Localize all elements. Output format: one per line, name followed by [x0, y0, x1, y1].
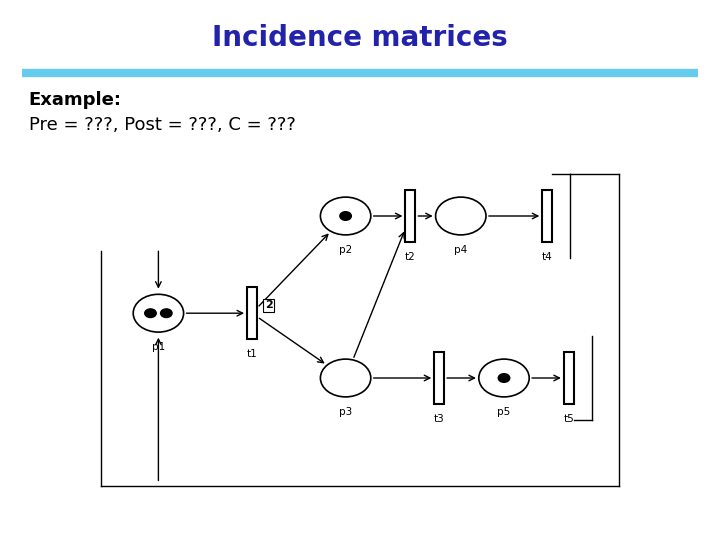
- Text: Example:: Example:: [29, 91, 122, 109]
- Text: p2: p2: [339, 245, 352, 255]
- Text: p1: p1: [152, 342, 165, 352]
- Text: t1: t1: [247, 349, 257, 359]
- Bar: [434, 352, 444, 404]
- Text: p3: p3: [339, 407, 352, 417]
- Circle shape: [133, 294, 184, 332]
- Bar: [542, 190, 552, 242]
- Text: p5: p5: [498, 407, 510, 417]
- Text: t3: t3: [434, 414, 444, 424]
- Circle shape: [320, 197, 371, 235]
- Text: t4: t4: [542, 252, 552, 262]
- Bar: [564, 352, 574, 404]
- Bar: [405, 190, 415, 242]
- Text: Pre = ???, Post = ???, C = ???: Pre = ???, Post = ???, C = ???: [29, 116, 296, 134]
- Circle shape: [436, 197, 486, 235]
- Bar: [247, 287, 257, 339]
- Text: p4: p4: [454, 245, 467, 255]
- Text: t5: t5: [564, 414, 574, 424]
- Circle shape: [340, 212, 351, 220]
- Circle shape: [161, 309, 172, 318]
- Text: Incidence matrices: Incidence matrices: [212, 24, 508, 52]
- Text: 2: 2: [265, 300, 273, 310]
- Circle shape: [320, 359, 371, 397]
- Text: t2: t2: [405, 252, 415, 262]
- Circle shape: [145, 309, 156, 318]
- Circle shape: [498, 374, 510, 382]
- Circle shape: [479, 359, 529, 397]
